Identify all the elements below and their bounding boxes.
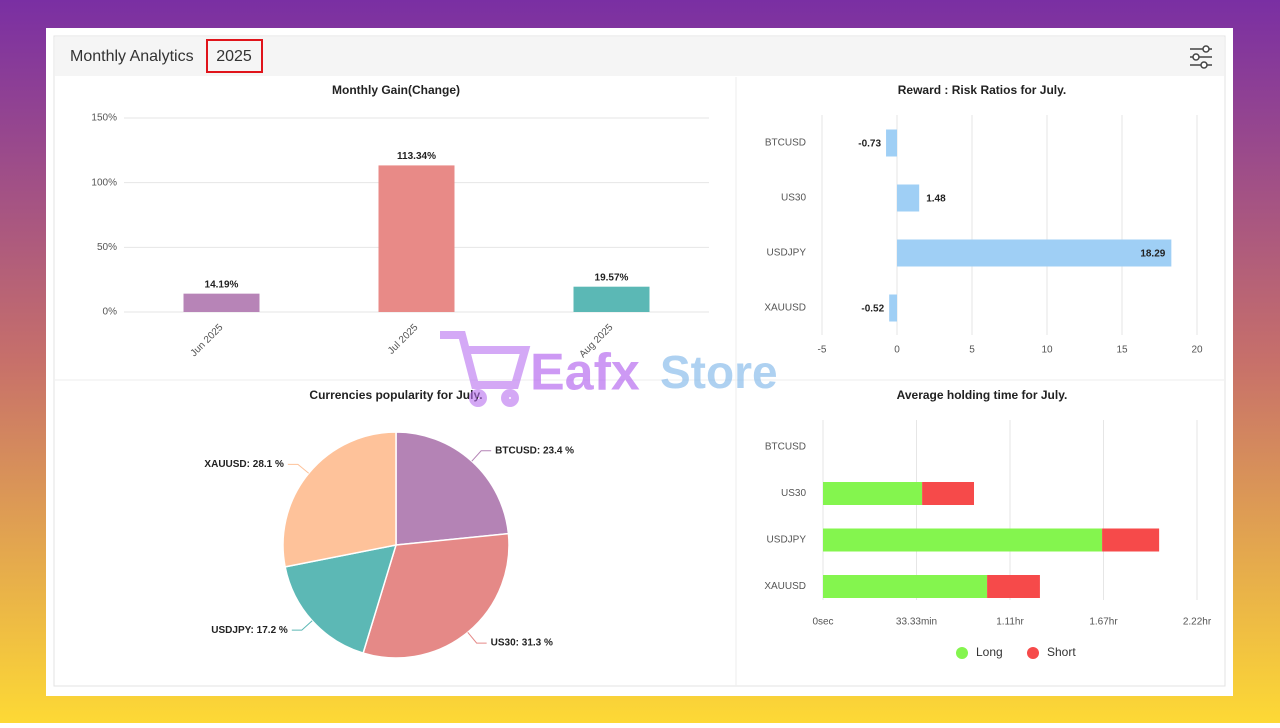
header-bar	[55, 37, 1224, 76]
value-label: -0.52	[861, 304, 884, 315]
legend-swatch	[1027, 647, 1039, 659]
filter-icon[interactable]	[1190, 45, 1212, 69]
y-tick-label: BTCUSD	[765, 442, 806, 453]
y-tick-label: 100%	[91, 177, 117, 188]
x-tick-label: 0sec	[812, 617, 833, 628]
y-tick-label: XAUUSD	[764, 581, 806, 592]
bar	[886, 129, 897, 157]
bar	[897, 184, 920, 212]
pie-slice	[362, 532, 510, 659]
x-tick-label: 2.22hr	[1183, 617, 1212, 628]
legend-label: Short	[1047, 645, 1076, 659]
bar	[183, 293, 260, 312]
watermark: Store	[660, 346, 778, 398]
watermark: Eafx	[530, 344, 640, 402]
chart-title: Reward : Risk Ratios for July.	[898, 83, 1067, 97]
pie-slice	[395, 431, 510, 546]
header-title: Monthly Analytics	[70, 48, 194, 65]
bar-segment	[987, 575, 1040, 598]
x-tick-label: -5	[818, 345, 827, 356]
y-tick-label: 150%	[91, 113, 117, 124]
bar-segment	[1102, 528, 1160, 552]
year[interactable]: 2025	[216, 48, 252, 65]
x-tick-label: 10	[1041, 345, 1053, 356]
y-tick-label: US30	[781, 488, 806, 499]
y-tick-label: XAUUSD	[764, 303, 806, 314]
bar-segment	[823, 575, 988, 598]
watermark-cart	[440, 331, 531, 407]
y-tick-label: US30	[781, 193, 806, 204]
slice-label: BTCUSD: 23.4 %	[495, 445, 574, 456]
bar	[889, 294, 897, 322]
leader-line	[287, 463, 310, 474]
bar	[897, 239, 1172, 267]
slice-label: USDJPY: 17.2 %	[211, 625, 288, 636]
value-label: 113.34%	[397, 151, 436, 162]
value-label: 18.29	[1140, 249, 1165, 260]
chart-title: Average holding time for July.	[897, 388, 1068, 402]
value-label: 14.19%	[205, 279, 239, 290]
bar-segment	[823, 528, 1103, 552]
year-box[interactable]	[206, 39, 263, 73]
legend-label: Long	[976, 645, 1003, 659]
bar	[378, 165, 455, 312]
x-tick-label: 33.33min	[896, 617, 937, 628]
pie-slice	[284, 544, 398, 655]
x-tick-label: 1.67hr	[1089, 617, 1118, 628]
legend-swatch	[956, 647, 968, 659]
y-tick-label: BTCUSD	[765, 138, 806, 149]
chart-title: Monthly Gain(Change)	[332, 83, 460, 97]
y-tick-label: USDJPY	[767, 535, 807, 546]
x-tick-label: 15	[1116, 345, 1128, 356]
x-tick-label: 0	[894, 345, 900, 356]
leader-line	[471, 450, 492, 462]
slice-label: XAUUSD: 28.1 %	[204, 459, 284, 470]
y-tick-label: 50%	[97, 242, 117, 253]
leader-line	[467, 631, 487, 644]
bar-segment	[823, 482, 923, 505]
pie-slice	[282, 431, 397, 568]
bar	[573, 286, 650, 312]
slice-label: US30: 31.3 %	[491, 638, 553, 649]
chart-title: Currencies popularity for July.	[309, 388, 482, 402]
value-label: 1.48	[926, 194, 946, 205]
leader-line	[291, 620, 313, 631]
y-tick-label: 0%	[103, 307, 118, 318]
value-label: -0.73	[858, 139, 881, 150]
x-tick-label: 20	[1191, 345, 1203, 356]
x-tick-label: 5	[969, 345, 975, 356]
bar-segment	[922, 482, 975, 505]
y-tick-label: USDJPY	[767, 248, 807, 259]
value-label: 19.57%	[595, 272, 629, 283]
x-tick-label: 1.11hr	[996, 617, 1024, 628]
